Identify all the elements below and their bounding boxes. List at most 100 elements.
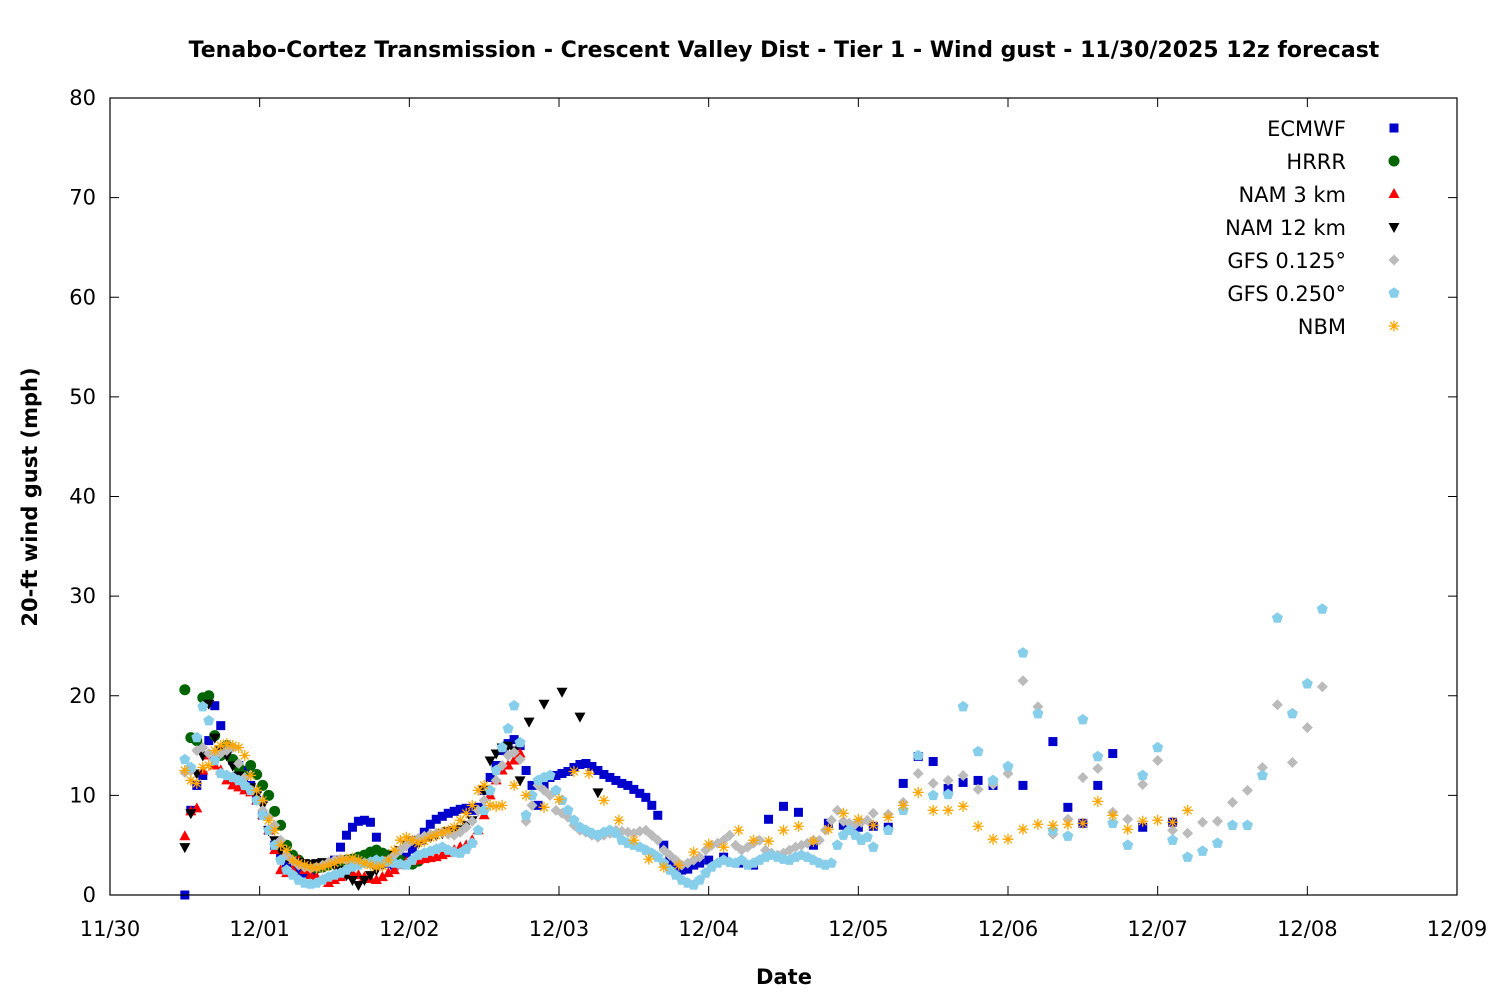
nbm-point (287, 854, 299, 866)
nbm-point (281, 844, 293, 856)
nbm-point (299, 859, 311, 871)
gfs-0-125-point (1212, 815, 1224, 827)
nbm-point (346, 852, 358, 864)
ecmwf-point (764, 814, 774, 824)
gfs-0-250-point (520, 809, 532, 820)
nbm-point (203, 759, 215, 771)
gfs-0-250-point (1286, 707, 1298, 719)
x-tick-label: 11/30 (80, 917, 141, 941)
nam-12-km-point (538, 699, 550, 710)
gfs-0-250-point (478, 804, 490, 816)
nbm-point (466, 799, 478, 811)
ecmwf-point (335, 842, 345, 852)
gfs-0-250-point (496, 741, 508, 753)
y-tick-label: 50 (69, 385, 96, 409)
gfs-0-125-point (1182, 827, 1194, 839)
gfs-0-125-point (972, 783, 984, 795)
gfs-0-250-point (466, 837, 478, 848)
ecmwf-point (521, 765, 531, 775)
ecmwf-point (635, 788, 645, 798)
gfs-0-125-point (1197, 816, 1209, 828)
ecmwf-point (353, 816, 363, 826)
ecmwf-point (359, 815, 369, 825)
ecmwf-point (629, 784, 639, 794)
gfs-0-125-point (861, 814, 873, 826)
gfs-0-250-point (1212, 837, 1224, 848)
y-tick-label: 30 (69, 584, 96, 608)
gfs-0-250-point (927, 789, 939, 801)
nbm-point (215, 740, 227, 752)
nbm-point (496, 799, 508, 811)
nbm-point (792, 820, 804, 832)
ecmwf-point (623, 780, 633, 790)
x-tick-label: 12/09 (1427, 917, 1488, 941)
nbm-point (209, 745, 221, 757)
ecmwf-point (425, 819, 435, 829)
nbm-point (227, 740, 239, 752)
nam-3-km-point (376, 871, 388, 882)
y-tick-label: 10 (69, 783, 96, 807)
gfs-0-250-point (882, 824, 894, 835)
nbm-point (364, 859, 376, 871)
gfs-0-250-point (502, 722, 514, 734)
ecmwf-point (617, 778, 627, 788)
nam-12-km-point (514, 776, 526, 787)
nbm-point (317, 861, 329, 873)
x-tick-label: 12/02 (379, 917, 440, 941)
ecmwf-point (533, 800, 543, 810)
nbm-point (583, 767, 595, 779)
gfs-0-125-point (694, 851, 706, 863)
ecmwf-point (371, 832, 381, 842)
gfs-0-125-point (460, 821, 472, 833)
nbm-point (927, 804, 939, 816)
gfs-0-250-point (861, 831, 873, 842)
gfs-0-250-point (1017, 647, 1029, 658)
ecmwf-point (1063, 802, 1073, 812)
nam-3-km-point (370, 874, 382, 885)
nam-3-km-point (305, 869, 317, 880)
nbm-point (1137, 815, 1149, 827)
nbm-point (418, 835, 430, 847)
nbm-point (484, 799, 496, 811)
gfs-0-250-point (508, 699, 520, 711)
gfs-0-250-point (185, 761, 197, 773)
legend-marker-gfs-0-250 (1388, 287, 1400, 298)
gfs-0-125-point (1017, 675, 1029, 687)
nbm-point (334, 854, 346, 866)
y-tick-label: 70 (69, 186, 96, 210)
ecmwf-point (407, 844, 417, 854)
nbm-point (613, 814, 625, 826)
nbm-point (553, 793, 565, 805)
gfs-0-125-point (942, 774, 954, 786)
ecmwf-point (455, 804, 465, 814)
gfs-0-125-point (1301, 722, 1313, 734)
ecmwf-point (779, 801, 788, 811)
nbm-point (598, 794, 610, 806)
nbm-point (436, 826, 448, 838)
ecmwf-point (216, 721, 226, 731)
legend-marker-nam-3-km (1388, 188, 1400, 198)
nam-12-km-point (346, 876, 358, 887)
nbm-point (1152, 814, 1164, 826)
nbm-point (1167, 816, 1179, 828)
nbm-point (442, 824, 454, 836)
nbm-point (852, 813, 864, 825)
nbm-point (239, 750, 251, 762)
legend-label: NAM 3 km (1238, 183, 1346, 207)
gfs-0-250-point (275, 854, 287, 865)
ecmwf-point (347, 822, 357, 832)
hrrr-point (269, 805, 281, 817)
nbm-point (837, 807, 849, 819)
gfs-0-250-point (568, 814, 580, 825)
nbm-point (718, 841, 730, 853)
nbm-point (358, 857, 370, 869)
nbm-point (1017, 823, 1029, 835)
nbm-point (400, 831, 412, 843)
nbm-point (245, 769, 257, 781)
ecmwf-point (695, 858, 705, 868)
ecmwf-point (928, 757, 938, 767)
gfs-0-250-point (1137, 769, 1149, 781)
nbm-point (472, 784, 484, 796)
nbm-point (568, 765, 580, 777)
ecmwf-point (958, 777, 968, 787)
